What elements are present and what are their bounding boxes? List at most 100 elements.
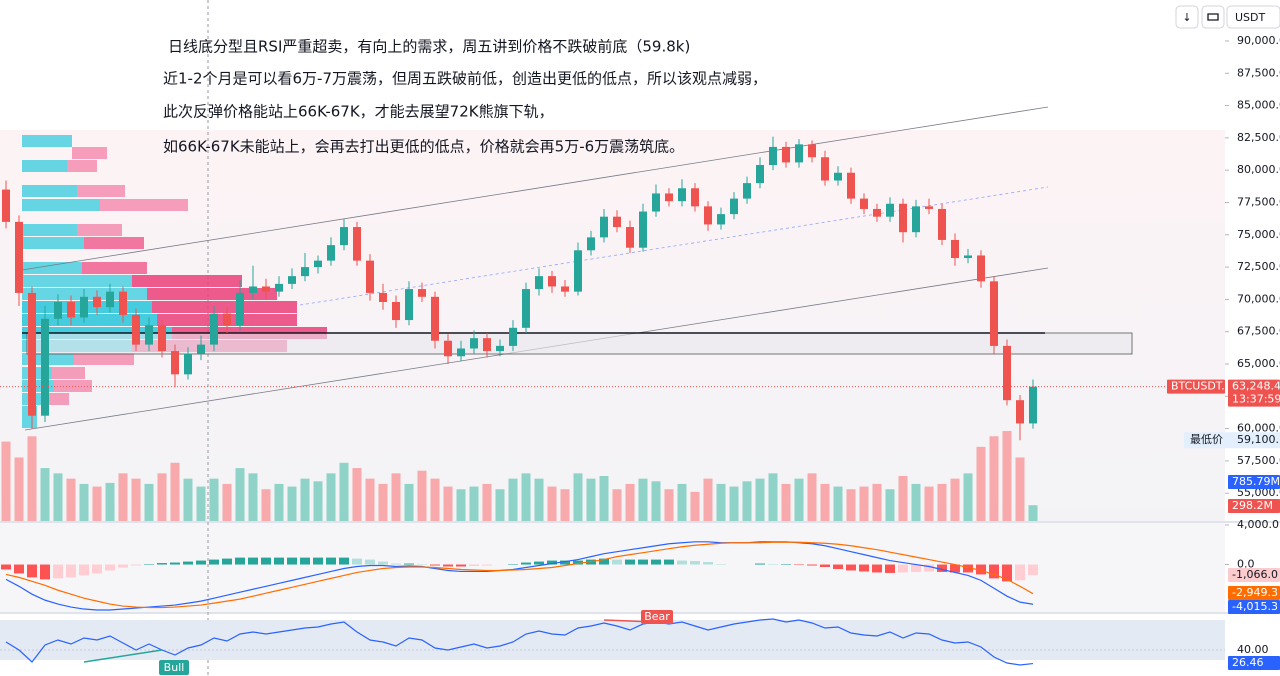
candle-body <box>548 276 556 287</box>
candle-body <box>587 237 595 251</box>
macd-hist-label-box <box>1228 568 1280 582</box>
candle-body <box>210 313 218 345</box>
macd-hist <box>404 563 414 565</box>
volume-bar <box>417 470 427 521</box>
macd-hist <box>131 564 141 566</box>
candle-body <box>977 255 985 282</box>
candle-body <box>249 286 257 293</box>
candle-body <box>925 206 933 209</box>
macd-hist <box>105 564 115 571</box>
separator <box>0 612 1280 614</box>
volume-bar <box>1002 431 1012 521</box>
volume-bar <box>482 483 492 521</box>
refresh-button[interactable] <box>1201 5 1225 29</box>
volume-bar <box>300 478 310 521</box>
macd-hist <box>118 564 128 568</box>
candle-body <box>457 348 465 357</box>
volume-bar <box>521 473 531 521</box>
last-price-label: 63,248.4 <box>1232 380 1280 393</box>
volume-bar <box>27 436 37 521</box>
macd-hist <box>1 564 11 570</box>
candle-body <box>366 260 374 293</box>
volume-bar <box>989 436 999 521</box>
rsi-line <box>5 618 1034 666</box>
macd-hist <box>963 564 973 573</box>
volume-bar <box>729 486 739 521</box>
currency-label[interactable]: USDT <box>1235 11 1266 24</box>
channel-mid <box>299 186 1049 306</box>
macd-hist <box>976 564 986 575</box>
volume-bar <box>14 457 24 521</box>
bull-divergence <box>83 649 163 663</box>
candle-body <box>899 203 907 233</box>
macd-bg <box>0 523 1225 612</box>
y-tick-label: 87,500.0 <box>1237 66 1280 79</box>
volume-bar <box>261 489 271 521</box>
candle-body <box>834 172 842 181</box>
button-frame[interactable] <box>1175 5 1199 29</box>
volume-bar <box>716 483 726 521</box>
candle-body <box>54 301 62 319</box>
macd-hist <box>53 564 63 579</box>
volume-label-box <box>1228 499 1280 513</box>
currency-select[interactable] <box>1226 5 1280 29</box>
macd-hist <box>183 561 193 565</box>
macd-label-box <box>1228 600 1280 614</box>
macd-hist <box>989 564 999 579</box>
volume-bar <box>833 486 843 521</box>
y-tick-label: 4,000.0 <box>1237 518 1279 531</box>
candle-body <box>15 221 23 293</box>
macd-hist <box>625 559 635 565</box>
volume-bar <box>508 478 518 521</box>
symbol-label-box <box>1167 379 1225 394</box>
volume-bar <box>209 478 219 521</box>
volume-bar <box>222 483 232 521</box>
candle-body <box>730 198 738 215</box>
volume-bar <box>170 462 180 521</box>
download-button[interactable]: ↓ <box>1182 11 1191 24</box>
macd-hist <box>313 557 323 565</box>
volume-bar <box>196 486 206 521</box>
volume-bar <box>469 486 479 521</box>
candle-body <box>756 165 764 184</box>
candle-body <box>535 276 543 290</box>
volume-bar <box>53 473 63 521</box>
volume-bar <box>846 489 856 521</box>
volume-bar <box>573 473 583 521</box>
candle-body <box>132 314 140 345</box>
bear-label: Bear <box>644 610 670 623</box>
macd-hist <box>872 564 882 573</box>
candle-body <box>470 338 478 349</box>
candle-body <box>145 325 153 345</box>
candle-body <box>782 146 790 163</box>
volume-bar <box>1015 457 1025 521</box>
macd-hist <box>560 560 570 565</box>
low-label: 59,100.1 <box>1237 433 1280 446</box>
y-tick-label: 65,000.0 <box>1237 357 1280 370</box>
volume-bar <box>1 441 11 521</box>
volume-bar <box>859 486 869 521</box>
candle-body <box>353 227 361 261</box>
y-tick-label: 67,500.0 <box>1237 325 1280 338</box>
candle-body <box>561 286 569 292</box>
low-title: 最低价 <box>1190 433 1223 446</box>
macd-hist <box>27 564 37 578</box>
volume-bar <box>404 483 414 521</box>
volume-bar <box>378 483 388 521</box>
macd-hist <box>209 559 219 565</box>
volume-bar <box>157 473 167 521</box>
volume-bar <box>911 483 921 521</box>
candle-body <box>1003 345 1011 401</box>
y-tick-label: 72,500.0 <box>1237 260 1280 273</box>
macd-hist <box>248 557 258 565</box>
candle-body <box>2 189 10 222</box>
volume-bar <box>677 483 687 521</box>
volume-bar <box>144 483 154 521</box>
symbol-label: BTCUSDT.P <box>1171 380 1232 393</box>
macd-hist <box>300 557 310 565</box>
candle-body <box>639 211 647 248</box>
macd-hist <box>547 560 557 565</box>
macd-hist <box>326 557 336 565</box>
volume-bar <box>131 478 141 521</box>
